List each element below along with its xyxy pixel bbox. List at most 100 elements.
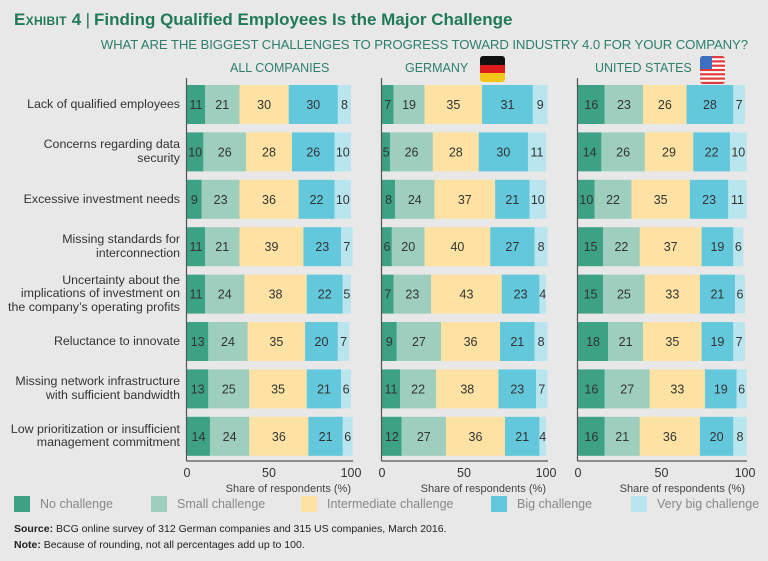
bar-segment	[578, 274, 604, 314]
bar-segment	[639, 227, 702, 267]
data-label: 15	[584, 240, 598, 254]
data-label: 11	[190, 98, 203, 112]
bar-segment	[536, 369, 548, 409]
data-label: 27	[417, 430, 431, 444]
legend-item-big-challenge: Big challenge	[491, 496, 592, 512]
bar-segment	[729, 132, 747, 172]
data-label: 22	[606, 193, 620, 207]
data-label: 4	[539, 288, 546, 302]
bar-segment	[424, 227, 491, 267]
bar-segment	[246, 132, 292, 172]
data-label: 38	[269, 288, 283, 302]
data-label: 21	[710, 288, 724, 302]
bar-segment	[478, 132, 528, 172]
bar-segment	[733, 416, 747, 456]
bar-segment	[205, 85, 240, 124]
bar-segment	[578, 179, 595, 219]
bar-segment	[432, 132, 479, 172]
data-label: 36	[262, 193, 276, 207]
bar-segment	[187, 416, 210, 456]
bar-segment	[603, 274, 645, 314]
x-tick-label: 50	[262, 466, 276, 480]
data-label: 6	[383, 240, 390, 254]
data-label: 30	[306, 98, 320, 112]
bar-segment	[244, 274, 307, 314]
data-label: 24	[223, 430, 237, 444]
data-label: 30	[496, 145, 510, 159]
data-label: 22	[614, 240, 628, 254]
bar-segment	[187, 132, 204, 172]
data-label: 28	[703, 98, 717, 112]
bar-segment	[239, 227, 304, 267]
bar-segment	[342, 416, 353, 456]
data-label: 23	[214, 193, 228, 207]
data-label: 19	[710, 240, 724, 254]
legend-label: Big challenge	[517, 497, 593, 511]
bar-segment	[341, 369, 351, 409]
bar-segment	[436, 369, 499, 409]
x-tick-label: 100	[536, 466, 557, 480]
data-label: 6	[344, 430, 351, 444]
bar-segment	[424, 85, 483, 124]
bar-segment	[201, 179, 240, 219]
data-label: 36	[469, 430, 483, 444]
bar-segment	[728, 179, 747, 219]
panel-title-germany: GERMANY	[405, 61, 469, 75]
data-label: 22	[411, 382, 425, 396]
bar-segment	[341, 227, 353, 267]
bar-segment	[604, 416, 640, 456]
data-label: 16	[584, 430, 598, 444]
bar-segment	[209, 416, 250, 456]
bar-segment	[539, 274, 546, 314]
bar-segment	[401, 416, 446, 456]
bar-segment	[396, 322, 442, 361]
bar-segment	[249, 369, 307, 409]
bar-segment	[603, 227, 640, 267]
data-label: 31	[501, 98, 515, 112]
bar-segment	[704, 369, 737, 409]
data-label: 23	[315, 240, 329, 254]
category-label: Concerns regarding data security	[43, 137, 180, 165]
bar-segment	[249, 416, 309, 456]
data-label: 18	[586, 335, 600, 349]
data-label: 21	[319, 430, 333, 444]
bar-segment	[578, 322, 609, 361]
data-label: 7	[384, 98, 391, 112]
bar-segment	[247, 322, 306, 361]
bar-segment	[342, 274, 351, 314]
data-label: 28	[449, 145, 463, 159]
data-label: 36	[464, 335, 478, 349]
data-label: 22	[310, 193, 324, 207]
data-label: 21	[215, 98, 229, 112]
data-label: 21	[515, 430, 529, 444]
bar-segment	[733, 322, 745, 361]
bar-segment	[578, 227, 604, 267]
data-label: 25	[222, 382, 236, 396]
bar-segment	[539, 416, 546, 456]
data-label: 24	[221, 335, 235, 349]
bar-segment	[505, 416, 540, 456]
data-label: 6	[735, 240, 742, 254]
bar-segment	[701, 227, 734, 267]
bar-segment	[643, 322, 702, 361]
data-label: 40	[450, 240, 464, 254]
us-flag-icon	[700, 56, 725, 84]
data-label: 23	[514, 288, 528, 302]
bar-segment	[306, 274, 343, 314]
bar-segment	[733, 85, 745, 124]
data-label: 19	[710, 335, 724, 349]
bar-segment	[400, 369, 437, 409]
panel-title-united-states: UNITED STATES	[595, 61, 692, 75]
legend-label: No challenge	[40, 497, 113, 511]
bar-segment	[699, 416, 734, 456]
bar-segment	[699, 274, 735, 314]
data-label: 8	[538, 240, 545, 254]
data-label: 6	[738, 382, 745, 396]
bar-segment	[382, 274, 394, 314]
bar-segment	[187, 369, 209, 409]
bar-segment	[298, 179, 335, 219]
data-label: 7	[384, 288, 391, 302]
data-label: 21	[215, 240, 229, 254]
bar-segment	[337, 322, 350, 361]
